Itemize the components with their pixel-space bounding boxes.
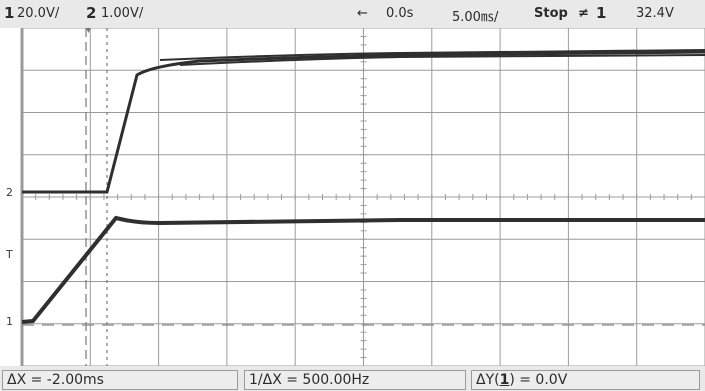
status-bar: 1 20.0V/ 2 1.00V/ ← 0.0s 5.00㎳/ Stop ≠ 1… (0, 0, 705, 28)
delta-x-readout[interactable]: ΔX = -2.00ms (2, 370, 238, 390)
timebase-value[interactable]: 5.00㎳/ (452, 10, 499, 25)
delta-y-readout[interactable]: ΔY(1) = 0.0V (471, 370, 700, 390)
graticule (20, 28, 705, 366)
ch2-scale[interactable]: 1.00V/ (101, 6, 144, 21)
delta-y-channel: 1 (499, 372, 510, 388)
delta-y-suffix: ) = 0.0V (509, 372, 568, 388)
ch1-trace (21, 215, 705, 324)
traces (21, 49, 705, 324)
ch1-scale[interactable]: 20.0V/ (17, 6, 60, 21)
ch1-ground-marker[interactable]: 1 (6, 315, 13, 328)
ch1-number[interactable]: 1 (4, 4, 15, 22)
waveform-display[interactable]: 2 T 1 (0, 28, 705, 366)
ch2-trace-noise (159, 49, 705, 66)
ch2-ground-marker[interactable]: 2 (6, 186, 13, 199)
delay-arrow-icon: ← (357, 6, 368, 21)
cursors (22, 28, 705, 366)
delay-value[interactable]: 0.0s (386, 6, 414, 21)
ch2-trace (22, 50, 705, 194)
measurement-bar: ΔX = -2.00ms 1/ΔX = 500.00Hz ΔY(1) = 0.0… (0, 367, 705, 391)
trigger-level[interactable]: 32.4V (636, 6, 674, 21)
ch2-number[interactable]: 2 (86, 4, 97, 22)
trigger-channel[interactable]: 1 (596, 4, 607, 22)
trigger-falling-edge-icon: ≠ (578, 6, 589, 21)
channel-markers: 2 T 1 (5, 186, 13, 328)
trigger-level-marker[interactable]: T (5, 248, 13, 261)
inverse-delta-x-readout[interactable]: 1/ΔX = 500.00Hz (244, 370, 466, 390)
run-state[interactable]: Stop (534, 6, 568, 21)
delta-y-prefix: ΔY( (476, 372, 500, 388)
cursor-marker-icon (86, 28, 91, 33)
